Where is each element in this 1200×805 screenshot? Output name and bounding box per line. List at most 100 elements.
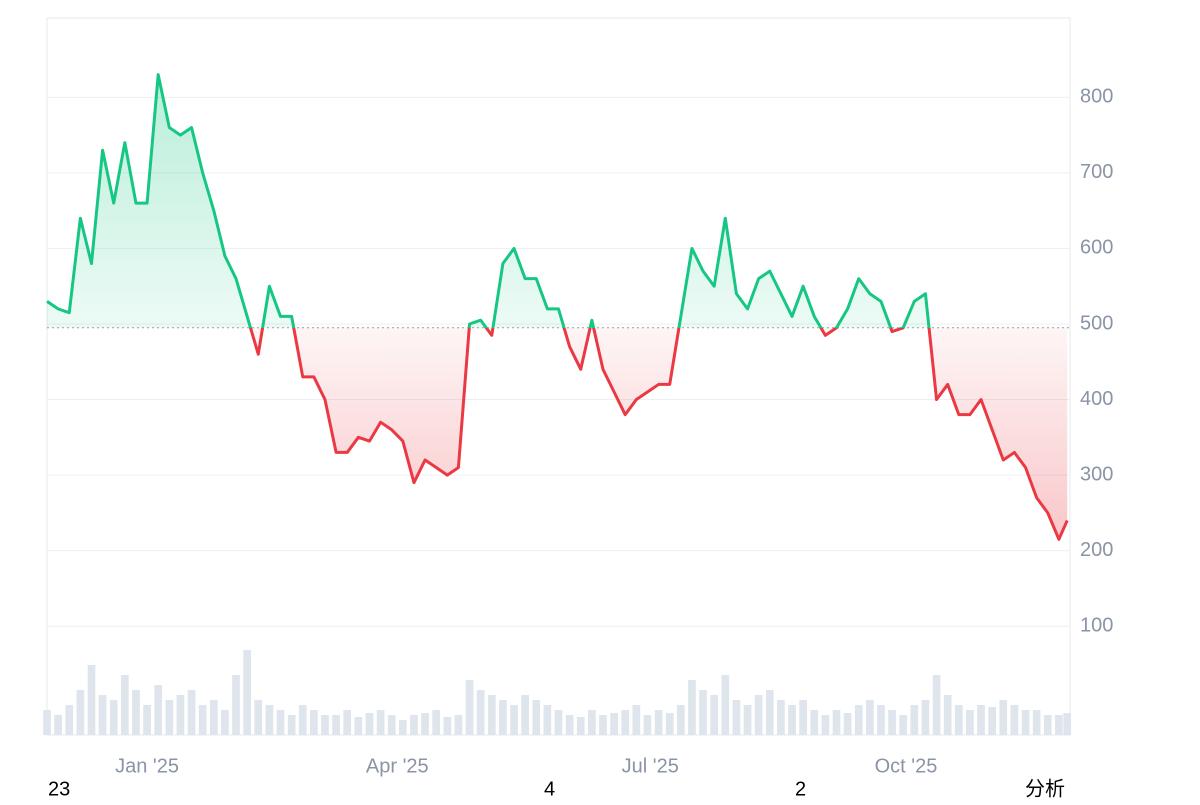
volume-bar bbox=[243, 650, 252, 735]
x-tick-label: Oct '25 bbox=[875, 755, 938, 777]
footer-label: 23 bbox=[48, 778, 70, 800]
volume-bar bbox=[599, 715, 607, 735]
volume-bar bbox=[988, 707, 997, 735]
volume-bar bbox=[54, 715, 62, 735]
y-tick-label: 200 bbox=[1080, 539, 1113, 561]
volume-bar bbox=[621, 710, 630, 735]
volume-bar bbox=[298, 705, 307, 735]
volume-bar bbox=[465, 680, 474, 735]
volume-bar bbox=[865, 700, 874, 735]
volume-bar bbox=[810, 710, 819, 735]
volume-bar bbox=[221, 710, 229, 735]
volume-bar bbox=[854, 705, 863, 735]
volume-bar bbox=[1063, 713, 1072, 735]
volume-bar bbox=[154, 685, 163, 735]
volume-bar bbox=[109, 700, 118, 735]
plot-frame bbox=[46, 17, 1071, 736]
volume-bar bbox=[354, 717, 363, 735]
volume-bar bbox=[743, 705, 752, 735]
volume-bar bbox=[276, 710, 285, 735]
volume-bar bbox=[821, 715, 830, 735]
volume-bar bbox=[699, 690, 707, 735]
volume-bar bbox=[87, 665, 96, 735]
volume-bar bbox=[310, 710, 318, 735]
volume-bar bbox=[532, 700, 541, 735]
volume-bar bbox=[732, 700, 741, 735]
volume-bar bbox=[432, 710, 441, 735]
y-tick-label: 600 bbox=[1080, 237, 1113, 259]
y-tick-label: 300 bbox=[1080, 463, 1113, 485]
volume-bar bbox=[977, 705, 985, 735]
volume-bar bbox=[143, 705, 151, 735]
volume-bar bbox=[554, 710, 563, 735]
volume-bar bbox=[98, 695, 107, 735]
x-tick-label: Apr '25 bbox=[366, 755, 429, 777]
y-tick-label: 700 bbox=[1080, 161, 1113, 183]
volume-bar bbox=[954, 705, 963, 735]
volume-bar bbox=[576, 717, 585, 735]
volume-bar bbox=[398, 720, 407, 735]
volume-bar bbox=[410, 715, 418, 735]
volume-bar bbox=[132, 690, 140, 735]
volume-bar bbox=[65, 705, 74, 735]
volume-bar bbox=[799, 700, 807, 735]
volume-bar bbox=[665, 713, 674, 735]
volume-bar bbox=[165, 700, 174, 735]
volume-bar bbox=[588, 710, 596, 735]
volume-bar bbox=[1055, 715, 1063, 735]
volume-bar bbox=[198, 705, 207, 735]
volume-bar bbox=[454, 715, 463, 735]
volume-bar bbox=[966, 710, 974, 735]
volume-bar bbox=[543, 705, 552, 735]
volume-bar bbox=[176, 695, 185, 735]
y-tick-label: 500 bbox=[1080, 312, 1113, 334]
volume-bar bbox=[232, 675, 240, 735]
volume-bar bbox=[921, 700, 930, 735]
footer-label: 4 bbox=[544, 778, 555, 800]
volume-bar bbox=[43, 710, 51, 735]
volume-bar bbox=[365, 713, 374, 735]
volume-bar bbox=[1032, 710, 1041, 735]
volume-bar bbox=[843, 713, 852, 735]
volume-bar bbox=[443, 717, 452, 735]
volume-bar bbox=[209, 700, 218, 735]
volume-bar bbox=[499, 700, 507, 735]
volume-bar bbox=[421, 713, 429, 735]
volume-bar bbox=[932, 675, 941, 735]
volume-bar bbox=[287, 715, 296, 735]
volume-bar bbox=[654, 710, 663, 735]
volume-bar bbox=[688, 680, 696, 735]
volume-bar bbox=[877, 705, 885, 735]
volume-bar bbox=[321, 715, 329, 735]
volume-bar bbox=[1043, 715, 1052, 735]
volume-bar bbox=[521, 695, 529, 735]
volume-bar bbox=[510, 705, 518, 735]
volume-bar bbox=[565, 715, 574, 735]
volume-bar bbox=[721, 675, 730, 735]
volume-bar bbox=[332, 715, 340, 735]
volume-bar bbox=[999, 700, 1008, 735]
volume-bar bbox=[1021, 710, 1030, 735]
y-tick-label: 400 bbox=[1080, 388, 1113, 410]
volume-bar bbox=[888, 710, 896, 735]
volume-bar bbox=[754, 695, 763, 735]
volume-bar bbox=[899, 715, 908, 735]
volume-bar bbox=[343, 710, 352, 735]
x-tick-label: Jan '25 bbox=[115, 755, 179, 777]
volume-bar bbox=[632, 705, 641, 735]
volume-bar bbox=[710, 695, 719, 735]
volume-bar bbox=[765, 690, 774, 735]
y-tick-label: 100 bbox=[1080, 614, 1113, 636]
footer-label: 分析 bbox=[1025, 777, 1065, 800]
volume-bar bbox=[387, 715, 396, 735]
volume-bar bbox=[643, 715, 652, 735]
volume-bar bbox=[610, 713, 618, 735]
volume-bar bbox=[376, 710, 385, 735]
price-line bbox=[46, 73, 1069, 541]
volume-bar bbox=[120, 675, 129, 735]
x-tick-label: Jul '25 bbox=[622, 755, 679, 777]
volume-bar bbox=[676, 705, 685, 735]
volume-bar bbox=[832, 710, 841, 735]
volume-bar bbox=[788, 705, 796, 735]
